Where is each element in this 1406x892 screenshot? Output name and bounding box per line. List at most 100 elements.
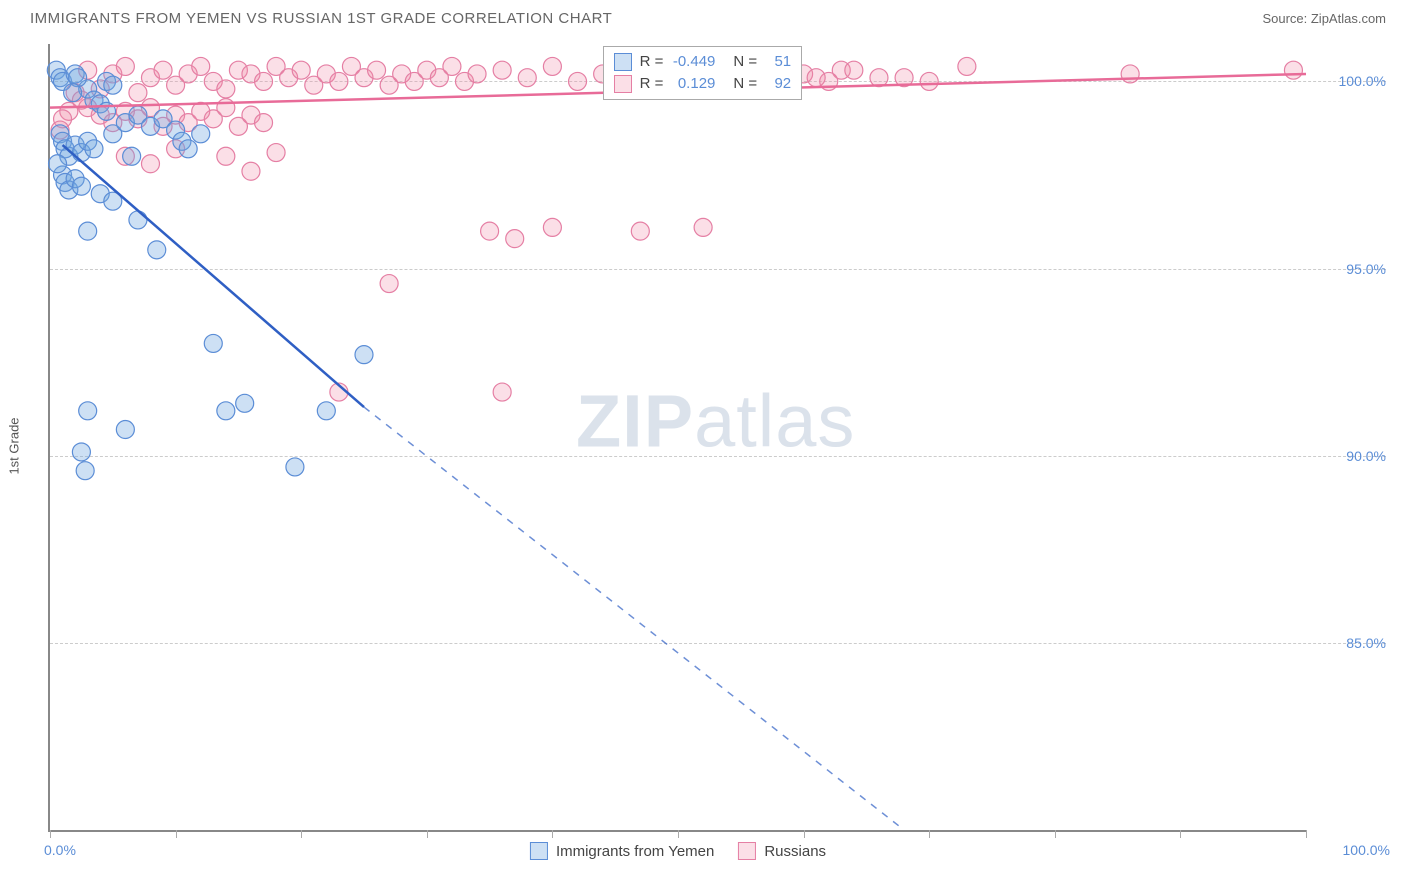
data-point-yemen bbox=[355, 346, 373, 364]
r-value: 0.129 bbox=[671, 73, 715, 95]
data-point-russians bbox=[1121, 65, 1139, 83]
data-point-yemen bbox=[79, 402, 97, 420]
data-point-russians bbox=[368, 61, 386, 79]
plot-area: ZIPatlas R =-0.449N =51R =0.129N =92 Imm… bbox=[48, 44, 1306, 832]
data-point-russians bbox=[192, 57, 210, 75]
x-axis-max-label: 100.0% bbox=[1343, 842, 1390, 858]
data-point-russians bbox=[845, 61, 863, 79]
chart-header: IMMIGRANTS FROM YEMEN VS RUSSIAN 1ST GRA… bbox=[0, 0, 1406, 33]
data-point-russians bbox=[116, 57, 134, 75]
data-point-russians bbox=[443, 57, 461, 75]
data-point-russians bbox=[493, 383, 511, 401]
legend-swatch-yemen bbox=[530, 842, 548, 860]
legend-label-yemen: Immigrants from Yemen bbox=[556, 843, 714, 860]
y-tick-label: 90.0% bbox=[1314, 448, 1386, 464]
x-tick bbox=[929, 830, 930, 838]
data-point-russians bbox=[920, 72, 938, 90]
x-tick bbox=[427, 830, 428, 838]
data-point-russians bbox=[255, 72, 273, 90]
r-label: R = bbox=[640, 73, 664, 95]
x-tick bbox=[176, 830, 177, 838]
x-axis-min-label: 0.0% bbox=[44, 842, 76, 858]
n-value: 51 bbox=[765, 51, 791, 73]
data-point-yemen bbox=[192, 125, 210, 143]
x-tick bbox=[552, 830, 553, 838]
legend-stats-row-yemen: R = -0.449 N = 51 bbox=[614, 51, 792, 73]
data-point-yemen bbox=[217, 402, 235, 420]
data-point-russians bbox=[1284, 61, 1302, 79]
data-point-russians bbox=[518, 69, 536, 87]
chart-source: Source: ZipAtlas.com bbox=[1262, 11, 1386, 26]
legend-item-yemen: Immigrants from Yemen bbox=[530, 842, 714, 860]
trend-line-dashed-yemen bbox=[364, 407, 904, 830]
y-tick-label: 95.0% bbox=[1314, 261, 1386, 277]
bottom-legend: Immigrants from Yemen Russians bbox=[530, 842, 826, 860]
data-point-yemen bbox=[148, 241, 166, 259]
y-axis-title: 1st Grade bbox=[7, 417, 22, 474]
data-point-yemen bbox=[79, 222, 97, 240]
data-point-russians bbox=[493, 61, 511, 79]
data-point-russians bbox=[154, 61, 172, 79]
legend-swatch-icon bbox=[614, 53, 632, 71]
data-point-yemen bbox=[179, 140, 197, 158]
r-label: R = bbox=[640, 51, 664, 73]
x-tick bbox=[301, 830, 302, 838]
data-point-yemen bbox=[317, 402, 335, 420]
x-tick bbox=[50, 830, 51, 838]
legend-item-russians: Russians bbox=[738, 842, 826, 860]
trend-line-yemen bbox=[63, 145, 364, 407]
r-value: -0.449 bbox=[671, 51, 715, 73]
data-point-yemen bbox=[204, 334, 222, 352]
data-point-russians bbox=[141, 155, 159, 173]
data-point-yemen bbox=[49, 155, 67, 173]
data-point-russians bbox=[242, 162, 260, 180]
chart-title: IMMIGRANTS FROM YEMEN VS RUSSIAN 1ST GRA… bbox=[30, 10, 612, 27]
y-tick-label: 85.0% bbox=[1314, 635, 1386, 651]
legend-swatch-russians bbox=[738, 842, 756, 860]
data-point-yemen bbox=[104, 76, 122, 94]
data-point-russians bbox=[129, 84, 147, 102]
data-point-yemen bbox=[72, 177, 90, 195]
data-point-russians bbox=[468, 65, 486, 83]
data-point-russians bbox=[217, 147, 235, 165]
data-point-russians bbox=[267, 144, 285, 162]
x-tick bbox=[678, 830, 679, 838]
data-point-yemen bbox=[72, 443, 90, 461]
data-point-yemen bbox=[129, 211, 147, 229]
data-point-yemen bbox=[123, 147, 141, 165]
x-tick bbox=[804, 830, 805, 838]
n-value: 92 bbox=[765, 73, 791, 95]
n-label: N = bbox=[733, 51, 757, 73]
data-point-russians bbox=[292, 61, 310, 79]
data-point-yemen bbox=[76, 462, 94, 480]
legend-label-russians: Russians bbox=[764, 843, 826, 860]
data-point-russians bbox=[481, 222, 499, 240]
data-point-yemen bbox=[116, 421, 134, 439]
data-point-yemen bbox=[286, 458, 304, 476]
x-tick bbox=[1306, 830, 1307, 838]
data-point-russians bbox=[506, 230, 524, 248]
data-point-russians bbox=[255, 114, 273, 132]
data-point-yemen bbox=[85, 140, 103, 158]
chart-container: IMMIGRANTS FROM YEMEN VS RUSSIAN 1ST GRA… bbox=[0, 0, 1406, 892]
legend-stats-row-russians: R = 0.129 N = 92 bbox=[614, 73, 792, 95]
data-point-russians bbox=[631, 222, 649, 240]
legend-stats-box: R = -0.449 N = 51 R = 0.129 N = 92 bbox=[603, 46, 803, 100]
data-point-russians bbox=[569, 72, 587, 90]
scatter-plot-svg bbox=[50, 44, 1306, 830]
data-point-russians bbox=[694, 218, 712, 236]
data-point-russians bbox=[217, 99, 235, 117]
x-tick bbox=[1180, 830, 1181, 838]
n-label: N = bbox=[733, 73, 757, 95]
data-point-yemen bbox=[64, 84, 82, 102]
data-point-yemen bbox=[236, 394, 254, 412]
data-point-russians bbox=[958, 57, 976, 75]
data-point-russians bbox=[217, 80, 235, 98]
data-point-russians bbox=[543, 218, 561, 236]
y-tick-label: 100.0% bbox=[1314, 73, 1386, 89]
data-point-russians bbox=[330, 72, 348, 90]
data-point-russians bbox=[380, 275, 398, 293]
legend-swatch-icon bbox=[614, 75, 632, 93]
data-point-russians bbox=[807, 69, 825, 87]
x-tick bbox=[1055, 830, 1056, 838]
